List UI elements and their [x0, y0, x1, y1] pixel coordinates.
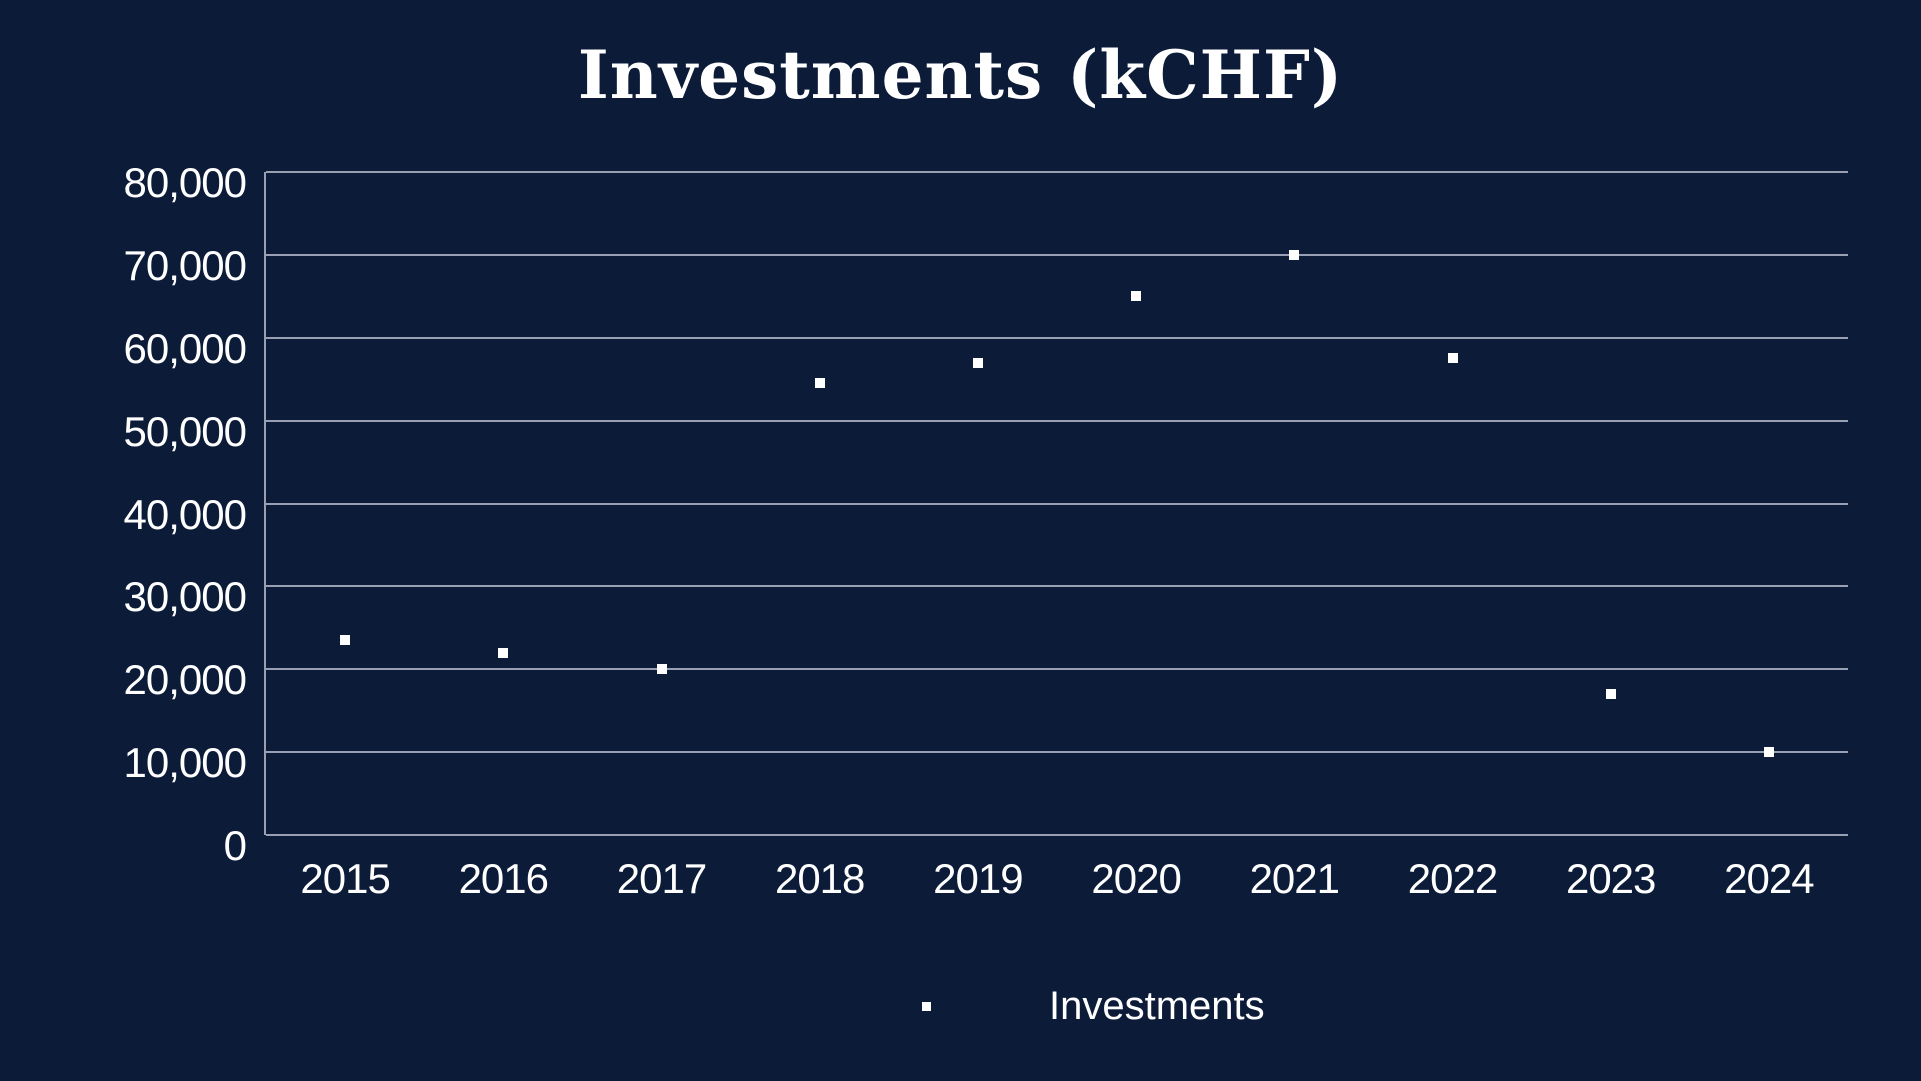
x-axis-tick-label: 2019 [933, 855, 1023, 902]
y-axis-tick-label: 10,000 [123, 739, 247, 787]
y-axis-tick-label: 30,000 [123, 573, 247, 621]
plot-area [264, 171, 1848, 836]
data-point[interactable] [1605, 689, 1616, 700]
data-point[interactable] [814, 378, 825, 389]
y-axis-tick-label: 0 [223, 822, 247, 869]
x-axis-tick-label: 2022 [1407, 855, 1498, 902]
gridline [266, 336, 1848, 339]
data-point[interactable] [498, 647, 509, 658]
data-point[interactable] [1289, 249, 1300, 260]
x-axis-tick-label: 2021 [1249, 855, 1340, 902]
gridline [266, 834, 1848, 836]
x-axis-tick-label: 2016 [458, 855, 549, 902]
y-axis-tick-label: 80,000 [123, 159, 247, 206]
gridline [266, 668, 1848, 671]
gridline [266, 502, 1848, 505]
y-axis-tick-label: 50,000 [123, 407, 247, 455]
data-point[interactable] [340, 635, 351, 646]
x-axis-tick-label: 2018 [774, 855, 865, 902]
gridline [266, 171, 1848, 173]
y-axis-tick-label: 40,000 [123, 490, 247, 538]
gridline [266, 253, 1848, 256]
y-axis-tick-label: 70,000 [123, 241, 247, 289]
data-point[interactable] [656, 664, 667, 675]
data-point[interactable] [1131, 291, 1142, 302]
x-axis-tick-label: 2020 [1091, 855, 1181, 902]
gridline [266, 585, 1848, 588]
data-point[interactable] [972, 357, 983, 368]
x-axis-tick-label: 2023 [1565, 855, 1656, 902]
x-axis-tick-label: 2015 [300, 855, 390, 902]
legend-label: Investments [1049, 984, 1265, 1028]
y-axis-line [264, 172, 266, 835]
x-axis-tick-label: 2024 [1724, 855, 1814, 902]
y-axis-tick-label: 60,000 [123, 324, 247, 372]
y-axis-tick-label: 20,000 [123, 656, 247, 704]
legend-item-investments[interactable]: Investments [922, 984, 1265, 1029]
data-point[interactable] [1763, 747, 1774, 758]
gridline [266, 419, 1848, 422]
legend-square-marker-icon [922, 1002, 931, 1011]
data-point[interactable] [1447, 353, 1458, 364]
chart-title: Investments (kCHF) [577, 36, 1344, 114]
x-axis-tick-label: 2017 [616, 855, 707, 902]
gridline [266, 751, 1848, 754]
